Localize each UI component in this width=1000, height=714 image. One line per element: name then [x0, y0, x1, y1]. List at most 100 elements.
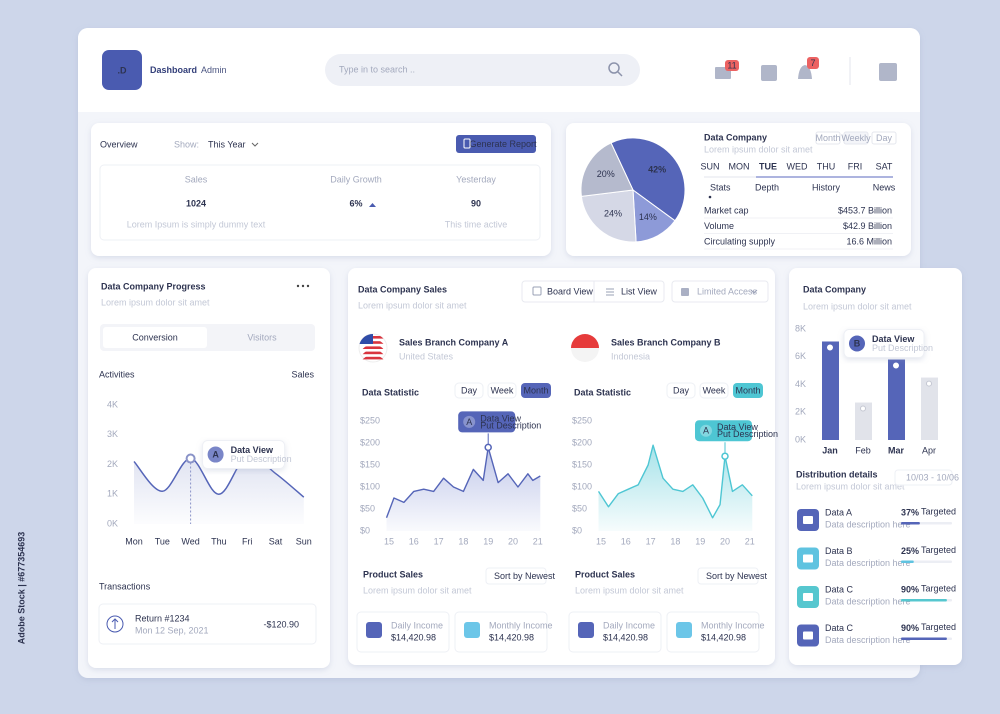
bar-dot — [893, 362, 899, 369]
search-icon — [617, 71, 623, 77]
view-label: List View — [621, 286, 657, 296]
y-tick-label: $50 — [360, 503, 375, 513]
tooltip-text: Put Description — [231, 454, 292, 464]
profile-icon[interactable] — [761, 65, 777, 81]
date-range-text: 10/03 - 10/06 — [906, 472, 959, 482]
item-desc: Data description here — [825, 558, 911, 568]
report-button[interactable] — [456, 135, 536, 153]
period-label: Day — [673, 385, 690, 395]
tooltip — [202, 440, 286, 470]
tooltip-title: Data View — [480, 413, 521, 423]
logo — [102, 50, 142, 90]
period — [666, 382, 696, 399]
logo-text: .D — [118, 65, 128, 75]
avatar[interactable] — [879, 63, 897, 81]
lock-icon — [681, 288, 689, 296]
y-tick-label: $100 — [572, 481, 592, 491]
flag — [571, 334, 599, 348]
tooltip-badge — [463, 415, 476, 428]
flag — [571, 348, 599, 362]
product-label: Daily Income — [391, 620, 443, 630]
stat-value: 6% — [349, 198, 362, 208]
toggle — [843, 131, 869, 145]
growth-arrow — [369, 203, 376, 207]
arrow-up — [111, 618, 119, 629]
item-percent: 25% — [901, 546, 919, 556]
day-label: SAT — [876, 161, 893, 171]
x-tick-label: 16 — [621, 536, 631, 546]
tooltip-title: Data View — [717, 422, 758, 432]
line — [133, 454, 305, 498]
item-name: Data C — [825, 584, 854, 594]
market-subtitle: Lorem ipsum dolor sit amet — [704, 144, 813, 154]
date-range — [894, 469, 953, 486]
area — [598, 445, 753, 531]
access-label: Limited Access — [697, 286, 758, 296]
view-toggle — [521, 280, 665, 303]
tooltip-badge-text: A — [212, 449, 219, 459]
search-icon — [608, 62, 620, 74]
tooltip-badge — [207, 446, 224, 463]
product-title: Product Sales — [363, 569, 423, 579]
transaction-row — [98, 603, 317, 645]
show-label: Show: — [174, 139, 199, 149]
stat-value: 90 — [471, 198, 481, 208]
x-tick-label: 17 — [434, 536, 444, 546]
tab-active[interactable] — [103, 327, 207, 348]
show-value: This Year — [208, 139, 246, 149]
y-tick-label: 2K — [107, 459, 118, 469]
progress-bar — [901, 599, 947, 602]
x-tick-label: Thu — [211, 536, 227, 546]
y-tick-label: 4K — [107, 399, 118, 409]
search-box[interactable] — [325, 54, 640, 86]
x-tick-label: Sun — [296, 536, 312, 546]
highlight-dot — [484, 443, 492, 452]
grid-icon — [532, 286, 542, 296]
product-value: $14,420.98 — [391, 632, 436, 642]
item-percent: 90% — [901, 623, 919, 633]
menu-dot — [306, 284, 310, 288]
y-tick-label: $50 — [572, 503, 587, 513]
stat-label: Daily Growth — [330, 174, 382, 184]
item-percent: 90% — [901, 584, 919, 594]
item-status: Targeted — [921, 622, 956, 632]
stat-title: Data Statistic — [574, 387, 631, 397]
transaction-date: Mon 12 Sep, 2021 — [135, 625, 209, 635]
x-tick-label: Mon — [125, 536, 143, 546]
card-subtitle: Lorem ipsum dolor sit amet — [803, 301, 912, 311]
stat-note: This time active — [445, 219, 508, 229]
product-label: Daily Income — [603, 620, 655, 630]
x-tick-label: 18 — [670, 536, 680, 546]
overview-title: Overview — [100, 139, 138, 149]
tooltip-text: Put Description — [872, 343, 933, 353]
row-label: Volume — [704, 221, 734, 231]
product-item — [454, 611, 548, 653]
product-item — [568, 611, 662, 653]
x-tick-label: 16 — [409, 536, 419, 546]
product-subtitle: Lorem ipsum dolor sit amet — [363, 585, 472, 595]
y-tick-label: 1K — [107, 489, 118, 499]
y-tick-label: 0K — [107, 518, 118, 528]
stat-title: Data Statistic — [362, 387, 419, 397]
branch-country: Indonesia — [611, 351, 650, 361]
section-title: Activities — [99, 369, 135, 379]
app-title: Dashboard Admin — [150, 65, 227, 75]
sort-label: Sort by Newest — [494, 571, 556, 581]
day-label: MON — [729, 161, 750, 171]
x-tick-label: 17 — [646, 536, 656, 546]
view-label: Board View — [547, 286, 593, 296]
x-tick-label: Fri — [242, 536, 253, 546]
branch-name: Sales Branch Company B — [611, 337, 721, 347]
period — [699, 382, 729, 399]
item-percent: 37% — [901, 507, 919, 517]
progress-bar — [901, 560, 914, 563]
item-name: Data C — [825, 623, 854, 633]
transaction-icon — [106, 615, 124, 633]
menu-dot — [296, 284, 300, 288]
pie-slice — [580, 142, 634, 197]
row-label: Market cap — [704, 205, 749, 215]
card-title: Data Company Progress — [101, 281, 206, 291]
item-desc: Data description here — [825, 596, 911, 606]
tooltip-text: Put Description — [480, 420, 541, 430]
